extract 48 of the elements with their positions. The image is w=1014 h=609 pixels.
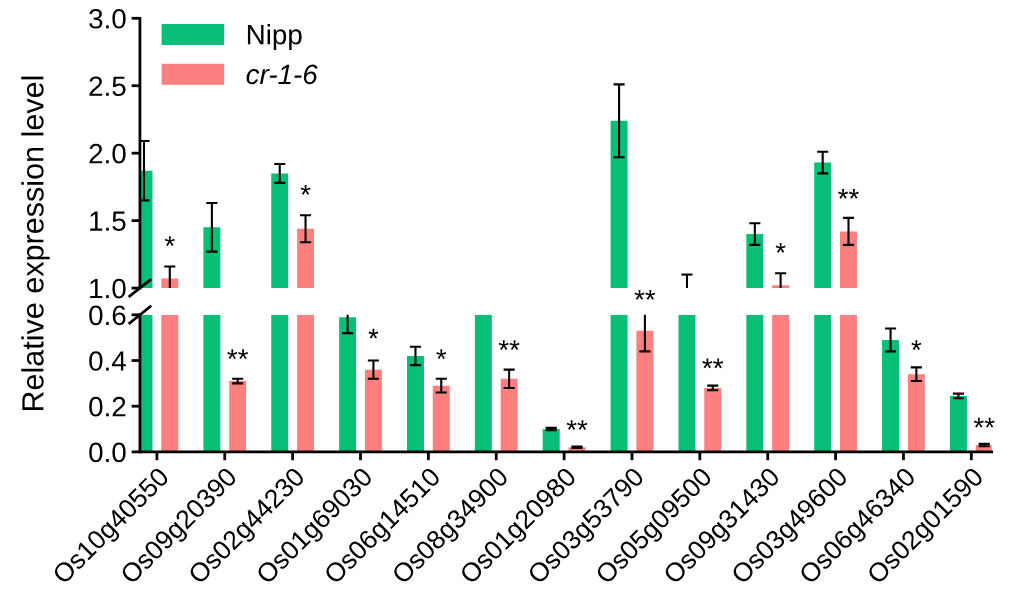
- annotation: **: [634, 289, 656, 300]
- annotation: **: [973, 417, 995, 428]
- bar: [339, 317, 357, 452]
- bar: [364, 369, 382, 452]
- annotation: **: [498, 340, 520, 350]
- bar: [907, 374, 925, 452]
- y-tick-label: 0.2: [89, 396, 126, 417]
- bar: [229, 381, 247, 452]
- bar: [203, 314, 221, 452]
- bar: [474, 314, 492, 452]
- bar: [542, 429, 560, 452]
- y-tick-label: 1.0: [90, 278, 126, 299]
- annotation: *: [368, 328, 379, 339]
- bar: [161, 314, 179, 452]
- annotation: **: [566, 420, 588, 430]
- y-tick-label: 2.5: [89, 76, 126, 97]
- y-tick-label: 0.6: [89, 305, 126, 326]
- bar: [636, 330, 654, 452]
- bar: [704, 387, 722, 452]
- annotation: **: [702, 358, 724, 369]
- annotation: *: [300, 184, 311, 195]
- bar: [814, 314, 832, 452]
- legend-label: Nipp: [247, 24, 302, 50]
- bar: [772, 314, 790, 452]
- y-tick-label: 1.5: [90, 211, 126, 231]
- bar: [500, 378, 518, 452]
- bar: [746, 314, 764, 452]
- annotation: **: [838, 188, 859, 199]
- y-tick-label: 3.0: [89, 8, 126, 29]
- bar: [840, 314, 857, 452]
- annotation: **: [227, 349, 249, 360]
- y-axis-title: Relative expression level: [21, 76, 50, 411]
- bar: [407, 355, 424, 452]
- y-tick-label: 0.0: [89, 442, 126, 463]
- y-tick-label: 0.4: [89, 351, 126, 371]
- bar: [610, 314, 628, 452]
- bar: [882, 339, 900, 452]
- bar: [297, 314, 315, 452]
- bar: [271, 314, 289, 452]
- legend-label: cr-1-6: [246, 64, 318, 85]
- annotation: *: [911, 340, 922, 350]
- annotation: *: [436, 349, 447, 360]
- bar: [432, 385, 450, 452]
- bar: [949, 395, 967, 452]
- bar: [678, 314, 696, 452]
- annotation: *: [164, 236, 175, 246]
- y-tick-label: 2.0: [89, 143, 126, 164]
- annotation: *: [775, 242, 786, 253]
